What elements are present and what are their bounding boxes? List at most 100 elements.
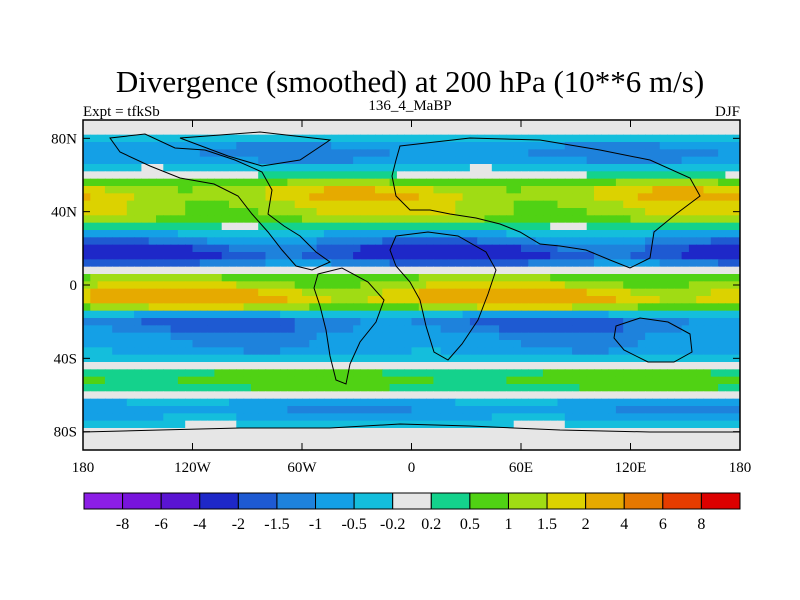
field-cell: [681, 384, 690, 392]
field-cell: [404, 296, 413, 304]
field-cell: [418, 384, 427, 392]
field-cell: [491, 391, 500, 400]
field-cell: [594, 354, 602, 363]
field-cell: [586, 193, 595, 202]
field-cell: [294, 332, 303, 341]
field-cell: [645, 156, 653, 165]
field-cell: [199, 369, 208, 378]
field-cell: [586, 149, 595, 158]
field-cell: [674, 347, 683, 356]
field-cell: [185, 420, 194, 429]
field-cell: [528, 259, 537, 268]
field-cell: [462, 428, 471, 436]
field-cell: [316, 164, 325, 172]
field-cell: [440, 442, 449, 450]
field-cell: [688, 230, 697, 238]
field-cell: [448, 318, 456, 326]
field-cell: [652, 318, 661, 326]
field-cell: [499, 347, 507, 356]
field-cell: [375, 362, 383, 370]
field-cell: [586, 178, 595, 187]
field-cell: [608, 310, 617, 319]
field-cell: [316, 296, 325, 304]
field-cell: [309, 303, 318, 312]
field-cell: [207, 149, 215, 158]
field-cell: [207, 318, 215, 326]
field-cell: [455, 376, 464, 385]
field-cell: [411, 406, 420, 414]
field-cell: [725, 442, 734, 450]
field-cell: [608, 281, 617, 290]
field-cell: [440, 266, 449, 275]
field-cell: [302, 222, 310, 231]
field-cell: [272, 318, 281, 326]
field-cell: [535, 435, 544, 444]
field-cell: [557, 208, 566, 216]
field-cell: [535, 310, 544, 319]
field-cell: [710, 281, 719, 290]
field-cell: [353, 288, 361, 297]
field-cell: [645, 362, 653, 370]
field-cell: [418, 215, 427, 224]
field-cell: [367, 362, 376, 370]
field-cell: [404, 186, 413, 194]
field-cell: [134, 171, 142, 180]
field-cell: [448, 178, 456, 187]
field-cell: [469, 420, 478, 429]
field-cell: [477, 274, 486, 282]
field-cell: [272, 127, 281, 136]
field-cell: [564, 149, 573, 158]
field-cell: [134, 340, 142, 348]
field-cell: [338, 134, 347, 143]
field-cell: [323, 178, 332, 187]
field-cell: [112, 134, 121, 143]
field-cell: [338, 120, 347, 128]
field-cell: [681, 442, 690, 450]
field-cell: [192, 398, 201, 407]
field-cell: [250, 428, 259, 436]
field-cell: [674, 406, 683, 414]
field-cell: [608, 406, 617, 414]
field-cell: [594, 208, 602, 216]
field-cell: [710, 171, 719, 180]
field-cell: [309, 200, 318, 209]
field-cell: [214, 259, 223, 268]
field-cell: [294, 215, 303, 224]
field-cell: [272, 164, 281, 172]
field-cell: [316, 340, 325, 348]
field-cell: [323, 142, 332, 150]
field-cell: [170, 156, 179, 165]
field-cell: [535, 200, 544, 209]
field-cell: [462, 208, 471, 216]
field-cell: [134, 281, 142, 290]
field-cell: [258, 208, 267, 216]
field-cell: [535, 208, 544, 216]
field-cell: [396, 274, 405, 282]
field-cell: [528, 413, 537, 422]
field-cell: [477, 244, 486, 253]
field-cell: [440, 149, 449, 158]
field-cell: [280, 171, 288, 180]
field-cell: [83, 376, 91, 385]
field-cell: [608, 354, 617, 363]
field-cell: [389, 274, 398, 282]
field-cell: [477, 171, 486, 180]
field-cell: [243, 186, 252, 194]
field-cell: [623, 398, 632, 407]
field-cell: [630, 178, 639, 187]
field-cell: [513, 164, 522, 172]
field-cell: [718, 376, 726, 385]
field-cell: [535, 149, 544, 158]
field-cell: [258, 332, 267, 341]
field-cell: [177, 274, 186, 282]
field-cell: [601, 259, 610, 268]
field-cell: [564, 384, 573, 392]
field-cell: [645, 127, 653, 136]
field-cell: [250, 391, 259, 400]
field-cell: [528, 340, 537, 348]
field-cell: [718, 296, 726, 304]
field-cell: [90, 156, 99, 165]
field-cell: [170, 134, 179, 143]
field-cell: [265, 244, 274, 253]
field-cell: [294, 164, 303, 172]
